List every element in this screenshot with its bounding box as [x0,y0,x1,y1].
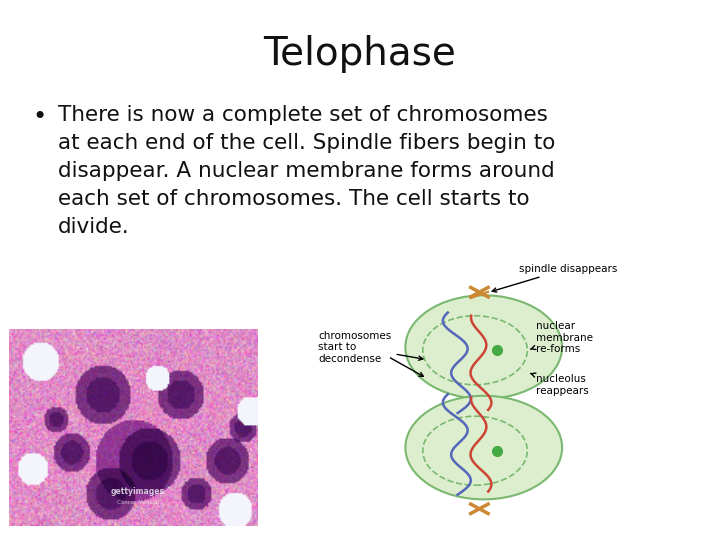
Text: each set of chromosomes. The cell starts to: each set of chromosomes. The cell starts… [58,189,530,209]
Text: nucleolus
reappears: nucleolus reappears [531,373,589,396]
Text: spindle disappears: spindle disappears [492,264,617,292]
Text: at each end of the cell. Spindle fibers begin to: at each end of the cell. Spindle fibers … [58,133,555,153]
Ellipse shape [405,295,562,399]
Text: Cancer Medical: Cancer Medical [117,501,159,505]
Text: Telophase: Telophase [264,35,456,73]
Ellipse shape [405,396,562,500]
Text: divide.: divide. [58,217,130,237]
Text: nuclear
membrane
re-forms: nuclear membrane re-forms [531,321,593,354]
Text: disappear. A nuclear membrane forms around: disappear. A nuclear membrane forms arou… [58,161,554,181]
Text: •: • [32,105,46,129]
Text: gettyimages: gettyimages [111,487,165,496]
Text: chromosomes
start to
decondense: chromosomes start to decondense [318,330,423,364]
Text: There is now a complete set of chromosomes: There is now a complete set of chromosom… [58,105,548,125]
